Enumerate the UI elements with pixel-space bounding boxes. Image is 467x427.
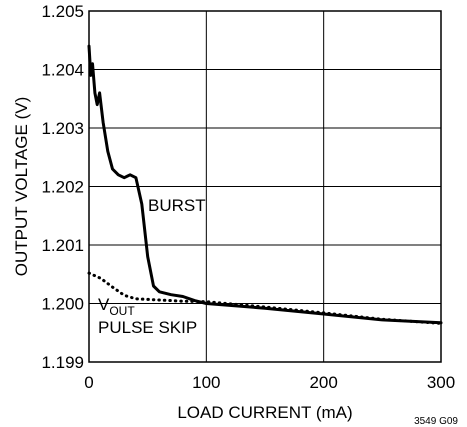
y-tick-label: 1.199	[41, 353, 84, 372]
x-tick-label: 0	[84, 373, 93, 392]
plot-frame	[88, 10, 442, 363]
y-tick-label: 1.200	[41, 295, 84, 314]
x-tick-label: 200	[309, 373, 337, 392]
annotation-vout-sub: OUT	[109, 304, 135, 318]
y-tick-label: 1.201	[41, 236, 84, 255]
y-tick-label: 1.204	[41, 61, 84, 80]
annotation-burst: BURST	[148, 196, 206, 215]
y-tick-label: 1.205	[41, 2, 84, 21]
x-tick-label: 100	[192, 373, 220, 392]
annotation-pulse-skip: PULSE SKIP	[98, 318, 197, 337]
x-tick-label: 300	[427, 373, 455, 392]
annotation-vout-main: V	[98, 295, 110, 314]
y-tick-label: 1.203	[41, 119, 84, 138]
y-axis-title: OUTPUT VOLTAGE (V)	[12, 97, 31, 276]
ticks: 0 100 200 300 1.199 1.200 1.201 1.202 1.203 1.204…	[41, 2, 455, 392]
y-tick-label: 1.202	[41, 178, 84, 197]
annotation-vout: VOUT	[98, 295, 135, 318]
x-axis-title: LOAD CURRENT (mA)	[177, 403, 352, 422]
series-line-pulse-skip	[87, 271, 443, 325]
figure-code: 3549 G09	[414, 416, 458, 427]
series-lines	[87, 44, 443, 325]
series-line-burst	[87, 44, 443, 325]
